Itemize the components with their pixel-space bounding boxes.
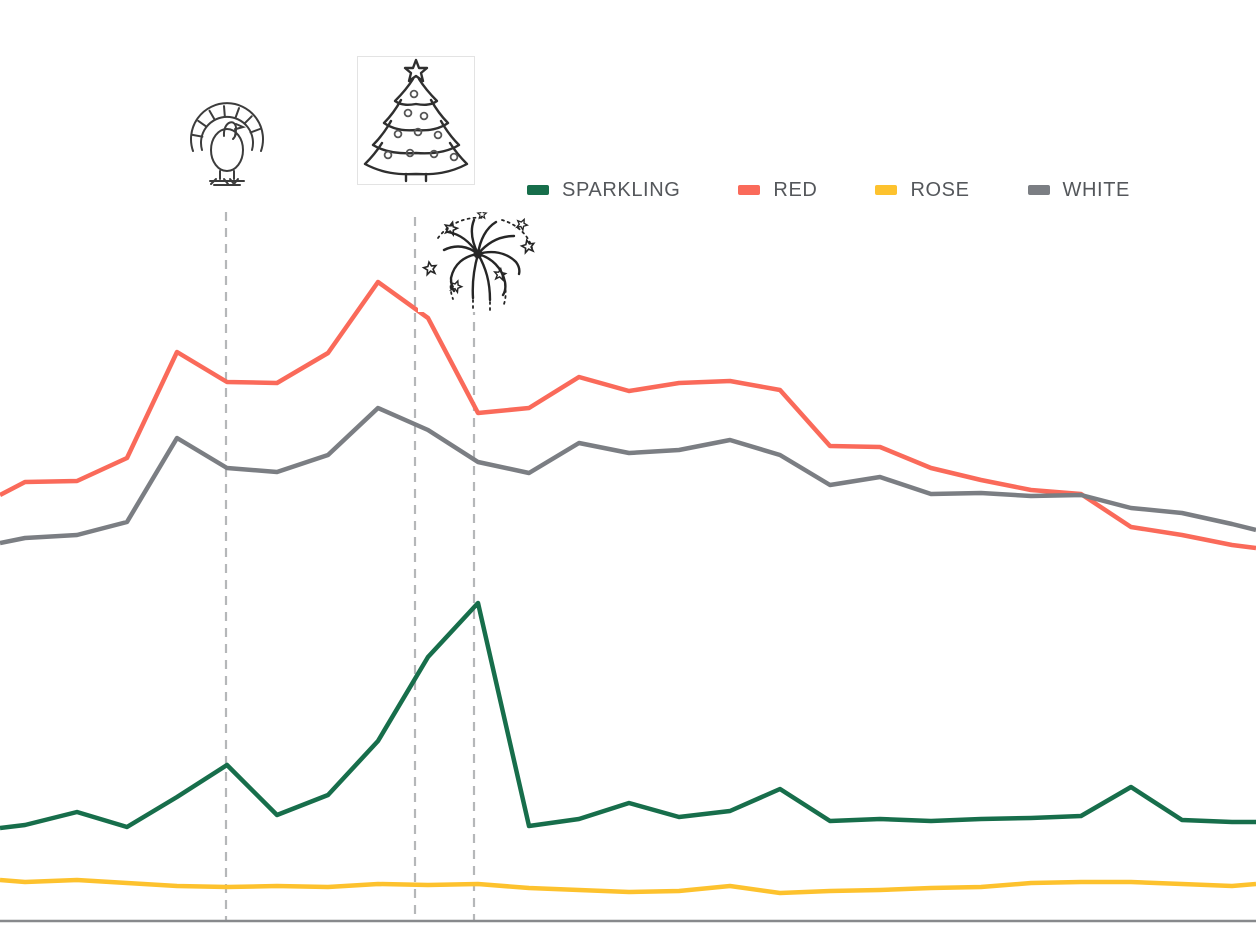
sparkling-swatch-icon (527, 185, 549, 195)
series-line-white (0, 405, 1256, 546)
legend: SPARKLING RED ROSE WHITE (527, 180, 1130, 200)
white-swatch-icon (1027, 185, 1050, 195)
fireworks-icon (418, 212, 548, 312)
legend-item-rose: ROSE (875, 180, 969, 200)
legend-item-sparkling: SPARKLING (527, 180, 680, 200)
red-swatch-icon (738, 185, 761, 195)
turkey-drawing (190, 102, 264, 186)
fireworks-drawing (422, 212, 537, 311)
series-line-rose (0, 877, 1256, 896)
legend-label: RED (773, 179, 818, 201)
legend-label: ROSE (910, 179, 970, 201)
rose-swatch-icon (875, 185, 898, 195)
legend-item-red: RED (738, 180, 817, 200)
christmas-tree-drawing (363, 58, 469, 183)
legend-label: SPARKLING (562, 179, 681, 201)
series-line-sparkling (0, 600, 1256, 831)
turkey-icon (180, 86, 274, 188)
legend-label: WHITE (1062, 179, 1130, 201)
legend-item-white: WHITE (1027, 179, 1130, 201)
series-line-red (0, 279, 1256, 551)
christmas-tree-icon (357, 56, 475, 185)
